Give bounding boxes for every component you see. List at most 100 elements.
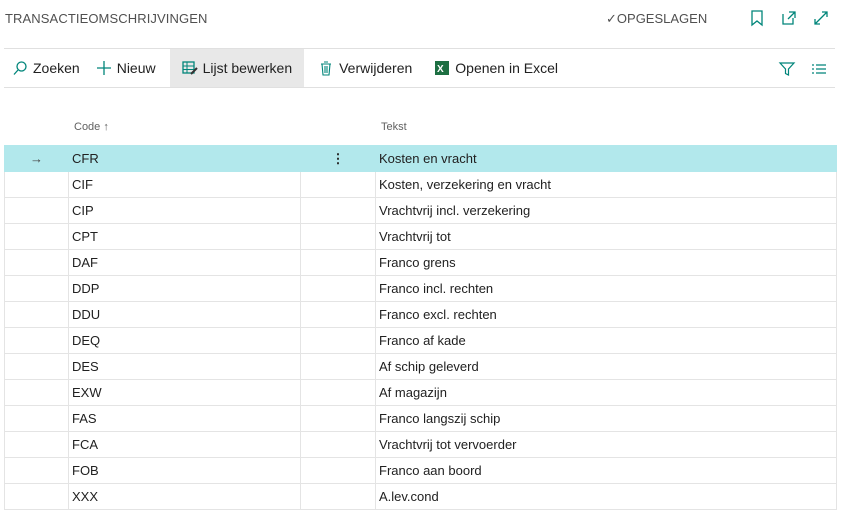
table-row[interactable]: DDP Franco incl. rechten (4, 275, 837, 302)
table-row[interactable]: DDU Franco excl. rechten (4, 301, 837, 328)
row-actions[interactable] (300, 405, 376, 432)
new-button[interactable]: Nieuw (88, 49, 164, 87)
excel-label: Openen in Excel (455, 60, 558, 76)
text-cell[interactable]: Franco excl. rechten (375, 301, 837, 328)
table-row[interactable]: DEQ Franco af kade (4, 327, 837, 354)
row-actions[interactable] (300, 431, 376, 458)
row-actions[interactable] (300, 223, 376, 250)
column-header-text[interactable]: Tekst (381, 121, 407, 133)
code-cell[interactable]: FOB (68, 457, 301, 484)
row-actions[interactable]: ⋮ (300, 145, 376, 172)
row-actions[interactable] (300, 457, 376, 484)
check-icon: ✓ (606, 11, 617, 26)
row-indicator (4, 197, 69, 224)
row-actions[interactable] (300, 483, 376, 510)
row-actions[interactable] (300, 301, 376, 328)
search-label: Zoeken (33, 60, 80, 76)
row-indicator (4, 275, 69, 302)
table-row[interactable]: CIF Kosten, verzekering en vracht (4, 171, 837, 198)
code-header-label: Code (74, 121, 101, 133)
delete-label: Verwijderen (339, 60, 413, 76)
row-actions[interactable] (300, 275, 376, 302)
edit-list-button[interactable]: Lijst bewerken (169, 49, 305, 87)
sort-ascending-icon: ↑ (103, 121, 109, 133)
text-cell[interactable]: Franco grens (375, 249, 837, 276)
row-indicator (4, 457, 69, 484)
code-cell[interactable]: DDP (68, 275, 301, 302)
row-indicator (4, 327, 69, 354)
text-cell[interactable]: Kosten en vracht (375, 145, 837, 172)
row-indicator (4, 171, 69, 198)
text-cell[interactable]: Franco incl. rechten (375, 275, 837, 302)
code-cell[interactable]: EXW (68, 379, 301, 406)
expand-icon[interactable] (812, 9, 830, 27)
code-cell[interactable]: DDU (68, 301, 301, 328)
text-cell[interactable]: Franco aan boord (375, 457, 837, 484)
row-actions[interactable] (300, 379, 376, 406)
saved-label: OPGESLAGEN (616, 11, 708, 26)
text-cell[interactable]: A.lev.cond (375, 483, 837, 510)
filter-icon[interactable] (778, 60, 796, 78)
row-indicator (4, 223, 69, 250)
row-indicator: → (4, 145, 69, 172)
code-cell[interactable]: DEQ (68, 327, 301, 354)
table-row[interactable]: DES Af schip geleverd (4, 353, 837, 380)
code-cell[interactable]: CFR (68, 145, 301, 172)
open-new-window-icon[interactable] (780, 9, 798, 27)
code-cell[interactable]: CIP (68, 197, 301, 224)
text-cell[interactable]: Franco af kade (375, 327, 837, 354)
code-cell[interactable]: DAF (68, 249, 301, 276)
row-actions[interactable] (300, 197, 376, 224)
row-actions[interactable] (300, 353, 376, 380)
table-row[interactable]: FCA Vrachtvrij tot vervoerder (4, 431, 837, 458)
new-label: Nieuw (116, 60, 156, 76)
code-cell[interactable]: FCA (68, 431, 301, 458)
table-row[interactable]: CPT Vrachtvrij tot (4, 223, 837, 250)
column-header-code[interactable]: Code ↑ (74, 121, 109, 133)
table-row[interactable]: XXX A.lev.cond (4, 483, 837, 510)
svg-text:X: X (437, 64, 444, 75)
plus-icon (96, 61, 111, 75)
text-cell[interactable]: Af magazijn (375, 379, 837, 406)
table-row[interactable]: FOB Franco aan boord (4, 457, 837, 484)
table-row[interactable]: FAS Franco langszij schip (4, 405, 837, 432)
code-cell[interactable]: XXX (68, 483, 301, 510)
text-cell[interactable]: Franco langszij schip (375, 405, 837, 432)
saved-status: ✓OPGESLAGEN (606, 11, 707, 27)
row-actions[interactable] (300, 249, 376, 276)
code-cell[interactable]: CIF (68, 171, 301, 198)
edit-list-icon (181, 61, 198, 75)
row-indicator (4, 249, 69, 276)
edit-list-label: Lijst bewerken (202, 60, 293, 76)
text-cell[interactable]: Vrachtvrij incl. verzekering (375, 197, 837, 224)
open-in-excel-button[interactable]: X Openen in Excel (426, 49, 566, 87)
text-cell[interactable]: Vrachtvrij tot vervoerder (375, 431, 837, 458)
code-cell[interactable]: FAS (68, 405, 301, 432)
page-title: TRANSACTIEOMSCHRIJVINGEN (5, 11, 208, 26)
table-row[interactable]: CIP Vrachtvrij incl. verzekering (4, 197, 837, 224)
bookmark-icon[interactable] (748, 9, 766, 27)
search-icon (13, 61, 27, 75)
arrow-right-icon: → (30, 151, 43, 166)
search-button[interactable]: Zoeken (4, 49, 88, 87)
row-actions[interactable] (300, 171, 376, 198)
table-row[interactable]: → CFR ⋮ Kosten en vracht (4, 145, 837, 172)
row-indicator (4, 405, 69, 432)
text-cell[interactable]: Vrachtvrij tot (375, 223, 837, 250)
table-row[interactable]: EXW Af magazijn (4, 379, 837, 406)
text-cell[interactable]: Af schip geleverd (375, 353, 837, 380)
row-indicator (4, 483, 69, 510)
code-cell[interactable]: CPT (68, 223, 301, 250)
table-row[interactable]: DAF Franco grens (4, 249, 837, 276)
text-cell[interactable]: Kosten, verzekering en vracht (375, 171, 837, 198)
row-actions[interactable] (300, 327, 376, 354)
delete-button[interactable]: Verwijderen (310, 49, 420, 87)
list-view-icon[interactable] (810, 60, 828, 78)
code-cell[interactable]: DES (68, 353, 301, 380)
row-indicator (4, 431, 69, 458)
transaction-list: → CFR ⋮ Kosten en vracht CIF Kosten, verzeker… (4, 145, 837, 510)
trash-icon (321, 61, 332, 76)
excel-icon: X (435, 61, 450, 75)
more-options-icon[interactable]: ⋮ (331, 150, 345, 166)
action-bar: Zoeken Nieuw Lijst bewerken Verwijderen … (4, 48, 835, 88)
